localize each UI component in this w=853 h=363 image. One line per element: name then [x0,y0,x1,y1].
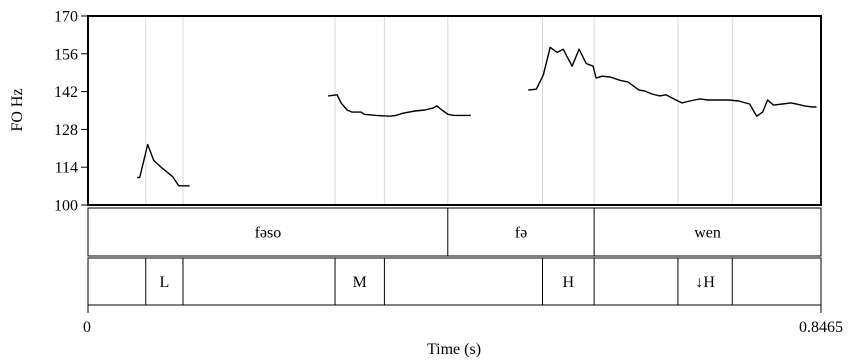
y-tick-label: 142 [54,84,78,101]
f0-curve [137,46,817,187]
tier-label: fə [515,225,527,242]
y-tick-label: 170 [54,9,78,26]
annotation-tiers: fəso fə wen L M H ↓H [87,207,822,306]
tier-label: H [563,274,575,291]
tier-label: wen [694,225,721,242]
y-tick-label: 114 [55,160,78,177]
grid-lines [145,16,733,205]
plot-border [87,15,822,206]
y-tick-label: 128 [54,122,78,139]
x-axis-end-label: 0.8465 [799,319,843,336]
y-tick-label: 156 [54,46,78,63]
y-tick-label: 100 [54,198,78,215]
tier-box-tones [87,257,822,306]
f0-segment [137,143,190,187]
f0-segment [528,46,817,117]
tier-label: ↓H [695,274,715,291]
tier-label: L [159,274,169,291]
x-axis-start-label: 0 [83,319,91,336]
tier-label: M [353,274,367,291]
y-axis: 100 114 128 142 156 170 [54,9,88,215]
f0-segment [328,94,471,117]
plot-frame [87,15,822,313]
tier-box-words [87,207,822,257]
tier-label: fəso [255,225,282,242]
y-axis-label: FO Hz [9,88,26,131]
x-axis-label: Time (s) [427,341,481,358]
